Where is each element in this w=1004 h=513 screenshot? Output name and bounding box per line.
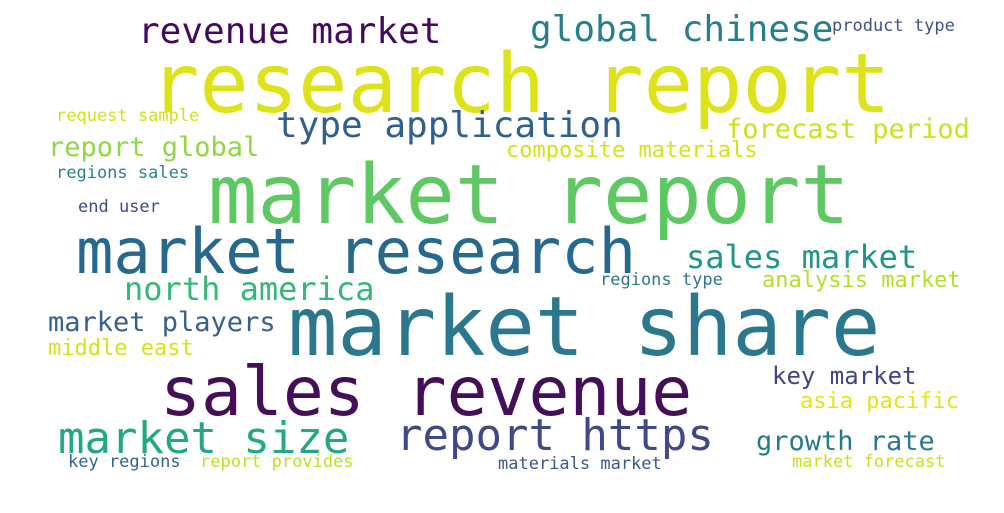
word-market-players: market players bbox=[48, 307, 276, 338]
word-market-report: market report bbox=[208, 148, 850, 243]
word-north-america: north america bbox=[124, 270, 375, 308]
word-product-type: product type bbox=[832, 16, 955, 36]
word-end-user: end user bbox=[78, 197, 160, 217]
word-global-chinese: global chinese bbox=[530, 9, 834, 50]
word-middle-east: middle east bbox=[48, 336, 194, 361]
word-market-research: market research bbox=[76, 215, 636, 288]
word-market-forecast: market forecast bbox=[792, 452, 946, 472]
word-report-provides: report provides bbox=[200, 452, 354, 472]
word-report-global: report global bbox=[48, 132, 260, 163]
word-report-https: report https bbox=[396, 410, 714, 461]
word-type-application: type application bbox=[276, 105, 623, 146]
word-analysis-market: analysis market bbox=[762, 268, 961, 293]
word-research-report: research report bbox=[150, 37, 891, 132]
word-regions-type: regions type bbox=[600, 270, 723, 290]
word-key-regions: key regions bbox=[68, 452, 181, 472]
word-market-share: market share bbox=[288, 280, 881, 375]
word-request-sample: request sample bbox=[56, 106, 200, 126]
word-market-size: market size bbox=[58, 413, 350, 464]
word-composite-materials: composite materials bbox=[506, 138, 758, 163]
word-sales-market: sales market bbox=[686, 238, 918, 276]
word-revenue-market: revenue market bbox=[138, 11, 442, 52]
word-sales-revenue: sales revenue bbox=[160, 353, 693, 432]
word-regions-sales: regions sales bbox=[56, 163, 190, 183]
word-materials-market: materials market bbox=[498, 454, 662, 474]
word-growth-rate: growth rate bbox=[756, 426, 935, 457]
word-forecast-period: forecast period bbox=[726, 114, 970, 145]
word-key-market: key market bbox=[772, 362, 917, 390]
word-asia-pacific: asia pacific bbox=[800, 389, 959, 414]
